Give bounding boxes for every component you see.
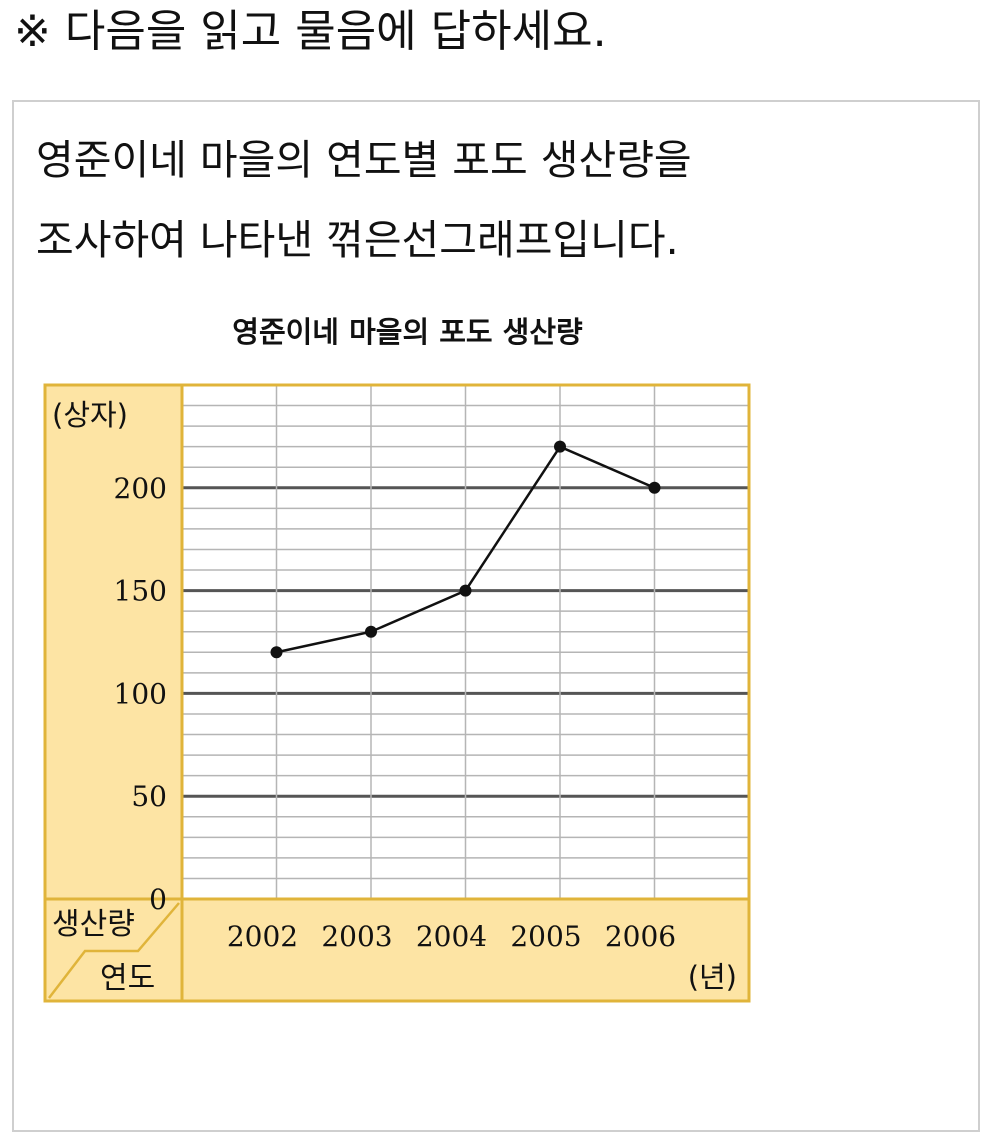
x-tick-label: 2006	[605, 920, 676, 953]
instruction-text: ※ 다음을 읽고 물음에 답하세요.	[14, 6, 607, 57]
description-line-2: 조사하여 나타낸 꺾은선그래프입니다.	[36, 216, 679, 264]
x-unit-label: (년)	[688, 960, 737, 994]
y-axis-panel	[45, 385, 182, 899]
data-point	[270, 646, 283, 659]
y-tick-label: 100	[114, 677, 167, 710]
chart-title: 영준이네 마을의 포도 생산량	[232, 315, 583, 349]
x-tick-label: 2005	[510, 920, 581, 953]
data-point	[365, 625, 377, 638]
x-tick-label: 2003	[321, 920, 392, 953]
chart-border	[43, 383, 751, 1003]
header-top-label: 생산량	[52, 907, 135, 942]
chart-frame	[43, 383, 751, 1003]
data-point	[648, 481, 661, 494]
y-tick-label: 150	[114, 575, 167, 608]
y-tick-label: 0	[149, 883, 167, 916]
x-tick-label: 2002	[227, 920, 298, 953]
header-bottom-label: 연도	[100, 961, 155, 996]
y-tick-label: 200	[114, 472, 167, 505]
description-line-1: 영준이네 마을의 연도별 포도 생산량을	[36, 136, 692, 184]
problem-box: 영준이네 마을의 연도별 포도 생산량을 조사하여 나타낸 꺾은선그래프입니다.…	[12, 100, 980, 1132]
x-tick-label: 2004	[416, 920, 487, 953]
data-point	[554, 440, 566, 453]
header-diagonal	[48, 902, 180, 999]
chart-series	[270, 440, 661, 659]
x-axis-panel	[45, 899, 749, 1001]
y-unit-label: (상자)	[52, 398, 128, 432]
data-point	[459, 584, 472, 597]
y-tick-label: 50	[131, 780, 167, 813]
